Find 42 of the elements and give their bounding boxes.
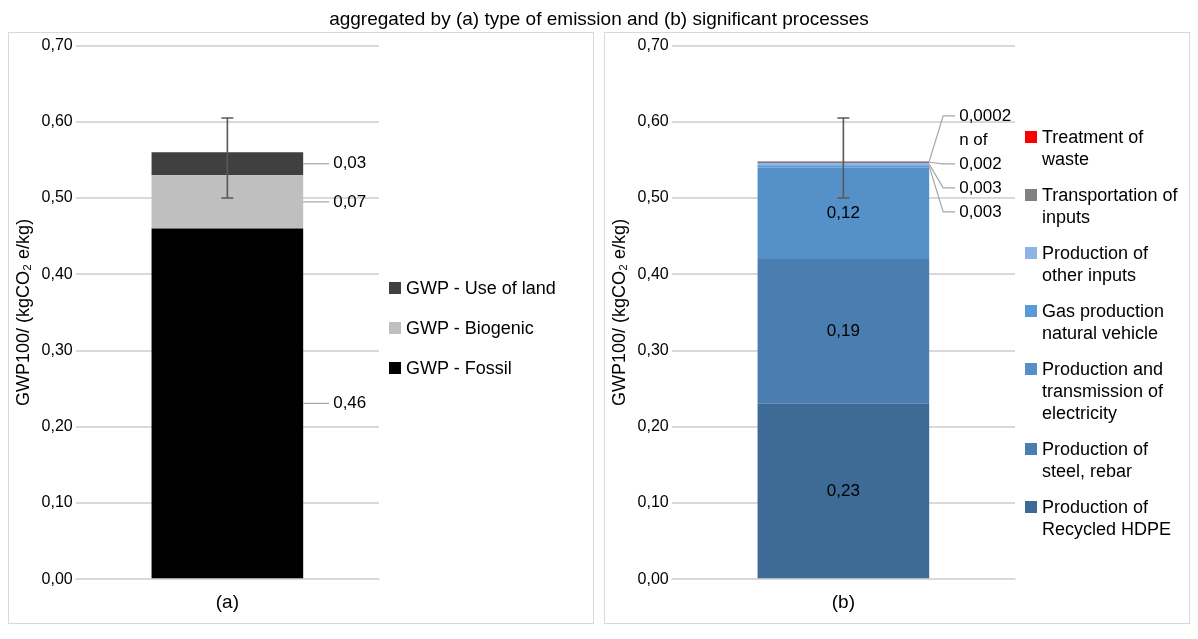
y-tick-label: 0,60 <box>637 112 669 130</box>
y-tick-label: 0,40 <box>41 264 73 282</box>
y-tick-label: 0,00 <box>41 569 73 587</box>
legend-label: Production of steel, rebar <box>1042 438 1150 482</box>
x-axis-title: (b) <box>831 590 855 612</box>
data-label: 0,003 <box>959 201 1002 221</box>
y-tick-label: 0,50 <box>637 188 669 206</box>
y-tick-label: 0,10 <box>41 493 73 511</box>
y-tick-label: 0,30 <box>41 340 73 358</box>
annotation: n of <box>959 129 988 149</box>
data-label: 0,07 <box>333 191 367 211</box>
data-label: 0,003 <box>959 177 1002 197</box>
y-tick-label: 0,20 <box>637 417 669 435</box>
y-tick-label: 0,70 <box>637 36 669 54</box>
legend-label: GWP - Use of land <box>406 277 556 299</box>
legend-label: Gas production natural vehicle <box>1042 300 1166 344</box>
data-label: 0,0002 <box>959 105 1012 125</box>
y-tick-label: 0,70 <box>41 36 73 54</box>
legend-label: Treatment of waste <box>1042 126 1145 170</box>
legend-label: Transportation of inputs <box>1042 184 1179 228</box>
legend-label: GWP - Fossil <box>406 357 512 379</box>
legend-label: GWP - Biogenic <box>406 317 534 339</box>
data-label: 0,23 <box>826 480 860 500</box>
y-tick-label: 0,30 <box>637 340 669 358</box>
y-tick-label: 0,10 <box>637 493 669 511</box>
data-label: 0,03 <box>333 153 367 173</box>
x-axis-title: (a) <box>215 590 239 612</box>
data-label: 0,002 <box>959 153 1002 173</box>
legend-label: Production and transmission of electricity <box>1042 358 1165 424</box>
y-axis-title: GWP100/ (kgCO₂ e/kg) <box>12 218 33 406</box>
data-label: 0,46 <box>333 393 367 413</box>
y-axis-title: GWP100/ (kgCO₂ e/kg) <box>608 218 629 406</box>
y-tick-label: 0,40 <box>637 264 669 282</box>
y-tick-label: 0,50 <box>41 188 73 206</box>
y-tick-label: 0,60 <box>41 112 73 130</box>
data-label: 0,19 <box>826 321 860 341</box>
y-tick-label: 0,20 <box>41 417 73 435</box>
y-tick-label: 0,00 <box>637 569 669 587</box>
data-label: 0,12 <box>826 202 860 222</box>
text: aggregated by (a) type of emission and (b) significant processes <box>328 8 870 31</box>
legend-label: Production of Recycled HDPE <box>1042 496 1173 540</box>
legend-label: Production of other inputs <box>1042 242 1150 286</box>
